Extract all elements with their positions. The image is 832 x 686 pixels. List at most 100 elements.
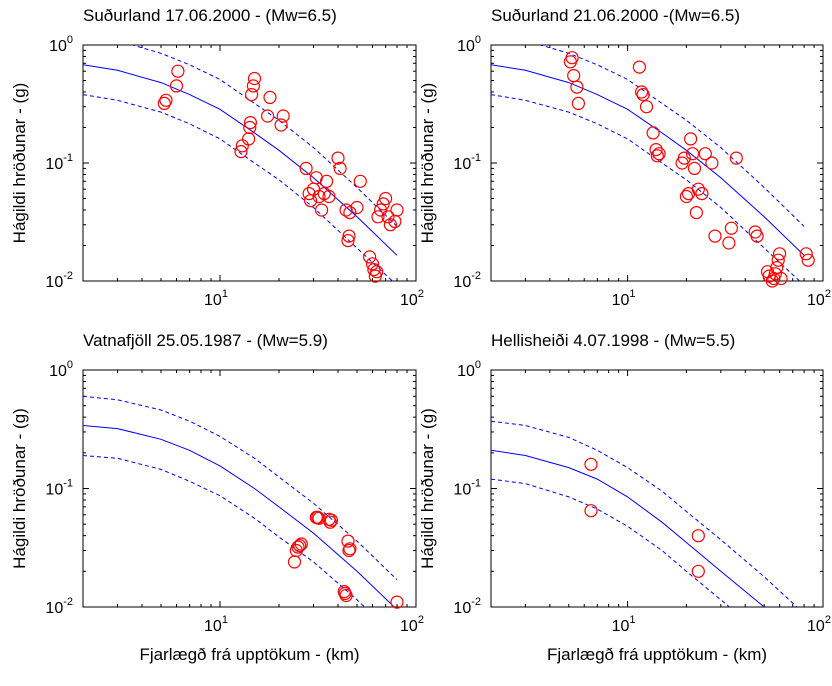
upper-bound-curve bbox=[491, 420, 798, 607]
data-point bbox=[695, 187, 709, 201]
data-point bbox=[691, 564, 705, 578]
data-point bbox=[729, 151, 743, 165]
data-point bbox=[274, 118, 288, 132]
data-point bbox=[315, 203, 329, 217]
plot-area bbox=[490, 369, 824, 608]
data-point bbox=[291, 540, 305, 554]
data-point bbox=[772, 247, 787, 261]
data-point bbox=[584, 504, 598, 518]
chart-title: Suðurland 17.06.2000 - (Mw=6.5) bbox=[83, 6, 337, 25]
data-point bbox=[276, 109, 290, 123]
data-points bbox=[584, 457, 705, 578]
data-point bbox=[722, 236, 736, 250]
median-curve bbox=[83, 425, 396, 607]
y-axis-label: Hágildi hröðunar - (g) bbox=[10, 408, 29, 569]
data-point bbox=[159, 93, 173, 107]
data-point bbox=[379, 191, 393, 206]
lower-bound-curve bbox=[491, 94, 801, 281]
data-point bbox=[370, 265, 384, 279]
data-point bbox=[353, 174, 367, 188]
data-point bbox=[339, 588, 353, 603]
model-curves bbox=[83, 395, 398, 607]
data-point bbox=[243, 120, 257, 135]
x-axis-label: Fjarlægð frá upptökum - (km) bbox=[547, 645, 767, 664]
y-axis-label: Hágildi hröðunar - (g) bbox=[418, 408, 437, 569]
data-point bbox=[333, 161, 347, 175]
upper-bound-curve bbox=[538, 45, 805, 227]
x-tick-label: 102 bbox=[807, 288, 831, 309]
y-tick-label: 10-1 bbox=[45, 478, 73, 499]
data-point bbox=[679, 189, 694, 204]
data-point bbox=[293, 538, 307, 553]
data-point bbox=[390, 203, 404, 217]
y-axis-label: Hágildi hröðunar - (g) bbox=[418, 83, 437, 244]
data-point bbox=[246, 79, 260, 93]
data-point bbox=[363, 250, 377, 264]
lower-bound-curve bbox=[83, 455, 366, 607]
data-point bbox=[705, 156, 719, 170]
data-point bbox=[365, 257, 380, 271]
data-point bbox=[750, 229, 764, 243]
data-point bbox=[342, 229, 356, 243]
data-point bbox=[247, 71, 262, 86]
data-point bbox=[324, 513, 338, 527]
lower-bound-curve bbox=[83, 94, 394, 281]
y-axis-label: Hágildi hröðunar - (g) bbox=[10, 83, 29, 244]
data-point bbox=[323, 515, 337, 529]
data-point bbox=[343, 206, 357, 220]
data-point bbox=[343, 542, 357, 556]
y-tick-label: 100 bbox=[49, 34, 73, 55]
median-curve bbox=[491, 449, 765, 607]
x-tick-label: 101 bbox=[204, 288, 228, 309]
data-point bbox=[683, 132, 698, 146]
x-tick-label: 101 bbox=[612, 614, 636, 635]
lower-bound-curve bbox=[491, 478, 731, 607]
plot-area bbox=[490, 44, 824, 282]
y-tick-label: 100 bbox=[49, 359, 73, 380]
data-point bbox=[390, 595, 404, 609]
data-point bbox=[765, 274, 779, 288]
data-point bbox=[649, 143, 663, 157]
data-point bbox=[639, 100, 654, 114]
y-tick-label: 10-1 bbox=[453, 478, 481, 499]
data-point bbox=[338, 586, 352, 601]
data-point bbox=[302, 187, 316, 201]
y-tick-label: 10-1 bbox=[453, 152, 481, 173]
data-point bbox=[245, 87, 259, 102]
data-point bbox=[320, 174, 334, 188]
x-tick-label: 102 bbox=[400, 288, 424, 309]
data-point bbox=[261, 109, 275, 123]
data-point bbox=[294, 537, 308, 551]
data-point bbox=[381, 210, 395, 224]
data-point bbox=[331, 151, 345, 165]
data-point bbox=[584, 457, 598, 471]
data-point bbox=[636, 87, 650, 102]
model-curves bbox=[491, 420, 798, 607]
data-point bbox=[646, 126, 660, 140]
data-point bbox=[570, 80, 584, 94]
y-tick-label: 100 bbox=[457, 34, 481, 55]
chart-title: Suðurland 21.06.2000 -(Mw=6.5) bbox=[491, 6, 740, 25]
data-point bbox=[171, 64, 185, 78]
data-point bbox=[650, 149, 664, 163]
data-point bbox=[341, 534, 355, 548]
chart-panel-2: 101 102 100 10-1 10-2 Suðurland 21.06.2000 -(… bbox=[418, 6, 831, 309]
median-curve bbox=[491, 64, 805, 256]
data-point bbox=[632, 60, 647, 74]
y-tick-label: 10-2 bbox=[45, 596, 73, 617]
data-point bbox=[157, 96, 171, 111]
data-point bbox=[169, 79, 184, 93]
chart-panel-1: 101 102 100 10-1 10-2 Suðurland 17.06.2000 - … bbox=[10, 6, 424, 309]
data-point bbox=[234, 145, 248, 159]
data-point bbox=[691, 182, 705, 196]
plot-area bbox=[82, 369, 417, 608]
chart-title: Hellisheiði 4.07.1998 - (Mw=5.5) bbox=[491, 331, 735, 350]
data-point bbox=[263, 90, 277, 105]
data-point bbox=[652, 147, 666, 161]
chart-title: Vatnafjöll 25.05.1987 - (Mw=5.9) bbox=[83, 331, 328, 350]
y-tick-label: 10-2 bbox=[453, 270, 481, 291]
data-point bbox=[342, 543, 356, 558]
data-point bbox=[799, 247, 813, 261]
data-point bbox=[687, 161, 702, 175]
